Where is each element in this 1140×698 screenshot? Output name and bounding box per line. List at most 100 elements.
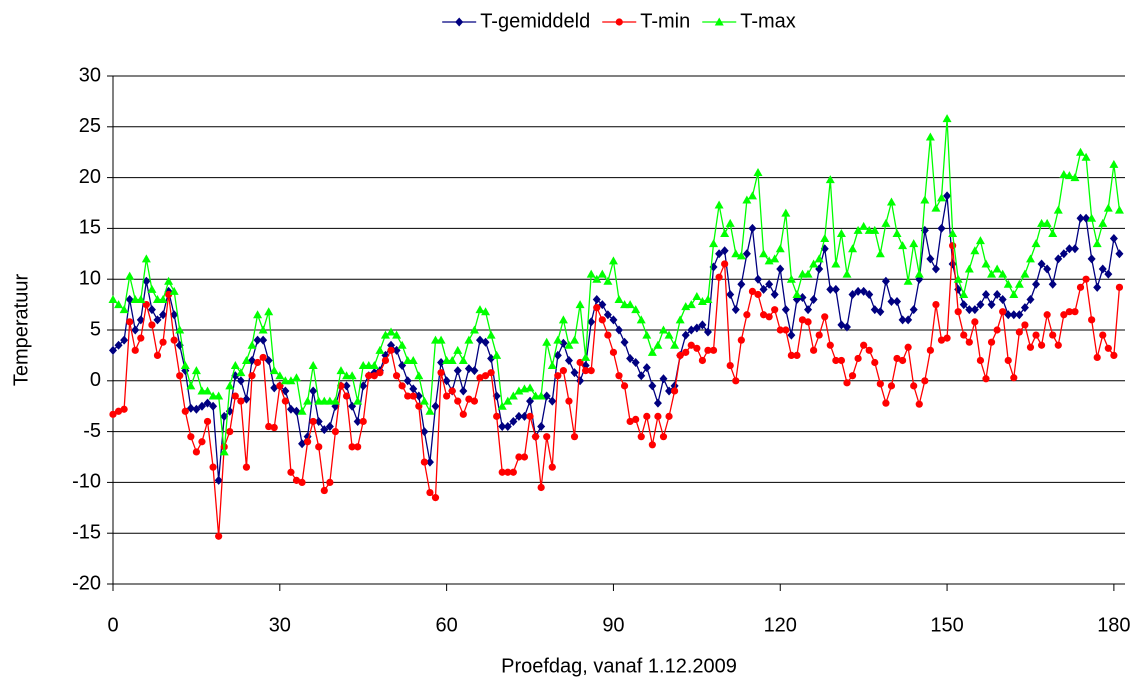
marker [247, 340, 257, 349]
marker [553, 350, 562, 360]
marker [670, 340, 680, 349]
marker [615, 18, 623, 26]
marker [537, 483, 545, 492]
marker [214, 391, 224, 400]
marker [131, 346, 139, 354]
marker [315, 443, 323, 451]
marker [142, 276, 151, 286]
marker [726, 289, 735, 299]
marker [932, 301, 940, 309]
marker [960, 331, 968, 339]
marker [326, 478, 334, 486]
marker [436, 335, 446, 344]
marker [1015, 328, 1023, 336]
marker [631, 358, 640, 368]
marker [931, 203, 941, 212]
marker [320, 425, 329, 435]
marker [725, 218, 735, 227]
marker [1009, 310, 1018, 320]
marker [514, 411, 523, 421]
marker [998, 269, 1008, 278]
marker [881, 276, 890, 286]
marker [503, 422, 512, 432]
legend: T-gemiddeld T-min T-max [442, 10, 796, 32]
y-tick-label: -20 [72, 572, 101, 594]
marker [865, 289, 874, 299]
marker [481, 307, 491, 316]
marker [959, 289, 969, 298]
marker [731, 305, 740, 315]
marker [1076, 147, 1086, 156]
marker [543, 433, 551, 441]
marker [404, 392, 412, 400]
marker [409, 384, 418, 394]
marker [114, 340, 123, 350]
marker [653, 398, 662, 408]
marker [898, 241, 908, 250]
marker [854, 286, 863, 296]
legend-item: T-max [702, 10, 796, 32]
marker [526, 412, 534, 420]
marker [125, 271, 135, 280]
marker [158, 295, 168, 304]
marker [1053, 205, 1063, 214]
marker [481, 372, 490, 380]
marker [514, 386, 524, 395]
marker [1054, 254, 1063, 264]
legend-label: T-min [640, 10, 690, 32]
marker [954, 308, 962, 316]
marker [1010, 374, 1018, 382]
marker [1032, 331, 1040, 339]
marker [842, 269, 852, 278]
marker [748, 223, 757, 233]
marker [893, 297, 902, 307]
marker [909, 239, 919, 248]
marker [120, 335, 129, 345]
marker [219, 447, 229, 456]
marker [971, 318, 979, 326]
marker [348, 443, 356, 451]
marker [169, 286, 179, 295]
marker [437, 369, 445, 377]
marker [742, 195, 752, 204]
marker [937, 193, 947, 202]
marker [114, 407, 123, 415]
marker [876, 307, 885, 317]
marker [408, 355, 418, 364]
marker [743, 311, 751, 319]
marker [648, 381, 657, 391]
series [108, 114, 1124, 456]
marker [342, 381, 351, 391]
marker [609, 315, 618, 325]
marker [281, 386, 290, 396]
marker [1015, 310, 1024, 320]
marker [904, 343, 912, 351]
marker [354, 443, 362, 451]
marker [453, 345, 463, 354]
marker [948, 228, 958, 237]
marker [1104, 344, 1112, 352]
marker [181, 407, 189, 415]
marker [881, 218, 891, 227]
marker [720, 246, 729, 256]
x-tick-label: 90 [602, 614, 624, 636]
y-tick-label: 20 [79, 166, 101, 188]
y-tick-label: 30 [79, 64, 101, 86]
y-axis-label: Temperatuur [10, 274, 32, 387]
marker [403, 376, 412, 386]
marker [431, 401, 440, 411]
marker [937, 336, 946, 344]
marker [809, 295, 818, 305]
marker [647, 347, 657, 356]
marker [720, 228, 730, 237]
marker [342, 392, 351, 400]
marker [658, 325, 668, 334]
marker [141, 254, 151, 263]
marker [381, 356, 390, 365]
marker [914, 269, 924, 278]
marker [798, 316, 807, 324]
marker [1037, 341, 1046, 349]
marker [587, 317, 596, 327]
marker [137, 334, 145, 342]
marker [287, 468, 295, 476]
